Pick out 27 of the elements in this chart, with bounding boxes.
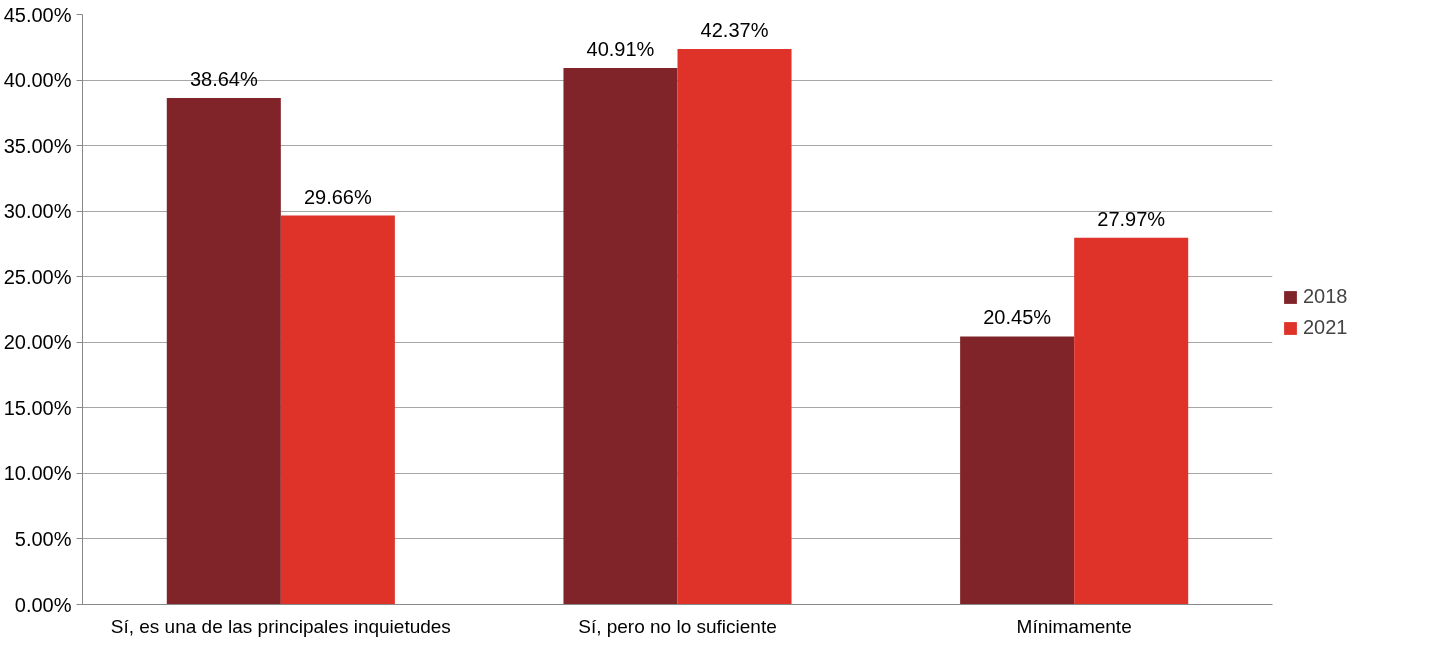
y-tick-label: 5.00% bbox=[14, 527, 72, 550]
data-label: 29.66% bbox=[303, 185, 372, 208]
data-label: 27.97% bbox=[1097, 207, 1166, 230]
legend-label: 2021 bbox=[1303, 316, 1348, 339]
y-tick-label: 15.00% bbox=[3, 396, 72, 419]
data-label: 40.91% bbox=[586, 38, 655, 61]
data-label: 38.64% bbox=[189, 67, 258, 90]
y-tick-label: 35.00% bbox=[3, 134, 72, 157]
bar bbox=[960, 336, 1075, 605]
y-tick-label: 40.00% bbox=[3, 69, 72, 92]
x-tick-label: Sí, es una de las principales inquietudes bbox=[110, 615, 451, 637]
x-tick-label: Mínimamente bbox=[1016, 615, 1132, 637]
y-tick-label: 30.00% bbox=[3, 200, 72, 223]
legend-label: 2018 bbox=[1303, 285, 1348, 308]
y-tick-label: 10.00% bbox=[3, 462, 72, 485]
bar bbox=[1074, 237, 1189, 605]
y-tick-label: 25.00% bbox=[3, 265, 72, 288]
bar bbox=[563, 68, 678, 605]
y-tick-label: 45.00% bbox=[3, 3, 72, 26]
bar bbox=[166, 97, 281, 605]
bar bbox=[677, 48, 792, 605]
y-tick-label: 20.00% bbox=[3, 331, 72, 354]
data-label: 20.45% bbox=[983, 306, 1052, 329]
x-tick-label: Sí, pero no lo suficiente bbox=[578, 615, 777, 637]
data-label: 42.37% bbox=[700, 18, 769, 41]
y-tick-label: 0.00% bbox=[14, 593, 72, 616]
bar bbox=[280, 215, 395, 605]
